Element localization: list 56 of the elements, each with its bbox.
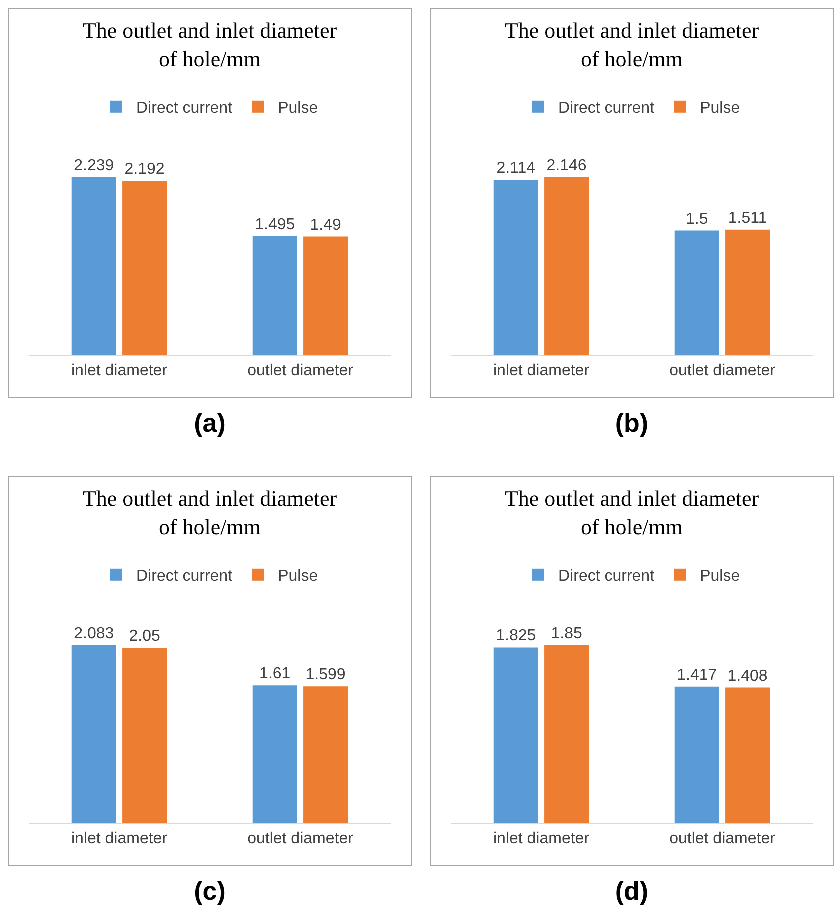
data-label: 1.825 xyxy=(496,628,536,645)
legend-label: Pulse xyxy=(278,568,318,586)
legend-label: Direct current xyxy=(136,100,234,118)
bar xyxy=(726,688,770,823)
bar xyxy=(72,177,116,355)
bar xyxy=(72,645,116,823)
data-label: 1.61 xyxy=(260,666,291,683)
x-tick-label: inlet diameter xyxy=(71,362,168,380)
chart-title: The outlet and inlet diameter of hole/mm xyxy=(82,486,338,540)
legend-label: Direct current xyxy=(558,568,656,586)
x-tick-label: outlet diameter xyxy=(670,362,776,380)
x-tick-label: outlet diameter xyxy=(248,830,354,848)
data-label: 1.85 xyxy=(551,625,582,642)
x-tick-label: outlet diameter xyxy=(670,830,776,848)
x-tick-label: inlet diameter xyxy=(493,362,590,380)
data-label: 1.511 xyxy=(728,210,768,227)
bar xyxy=(494,648,538,823)
text: (d) xyxy=(614,876,650,907)
text: (a) xyxy=(193,408,227,439)
text: (b) xyxy=(614,408,650,439)
chart-title: The outlet and inlet diameter of hole/mm xyxy=(504,18,760,72)
bar xyxy=(544,645,590,823)
legend-label: Pulse xyxy=(700,568,740,586)
bar xyxy=(252,686,298,823)
data-label: 2.114 xyxy=(496,160,536,177)
legend-label: Direct current xyxy=(558,100,656,118)
data-label: 1.495 xyxy=(255,216,296,234)
bar xyxy=(674,686,720,823)
data-label: 2.146 xyxy=(546,157,587,174)
legend-label: Direct current xyxy=(136,568,234,586)
data-label: 1.599 xyxy=(306,666,346,684)
data-label: 1.49 xyxy=(310,216,342,234)
data-label: 2.083 xyxy=(74,625,114,642)
bar xyxy=(726,230,770,355)
bar xyxy=(674,230,720,355)
bar xyxy=(304,236,348,355)
data-label: 2.192 xyxy=(124,161,165,178)
data-label: 2.239 xyxy=(74,157,114,174)
legend-label: Pulse xyxy=(700,100,740,118)
chart-title: The outlet and inlet diameter of hole/mm xyxy=(82,18,338,72)
bar xyxy=(252,236,298,355)
data-label: 1.5 xyxy=(686,210,708,228)
legend-label: Pulse xyxy=(278,100,318,118)
data-label: 1.408 xyxy=(728,668,768,685)
x-tick-label: outlet diameter xyxy=(248,362,354,380)
bar xyxy=(544,177,590,355)
x-tick-label: inlet diameter xyxy=(71,830,168,848)
x-tick-label: inlet diameter xyxy=(493,830,590,848)
data-label: 1.417 xyxy=(677,666,718,684)
bar xyxy=(122,181,168,355)
data-label: 2.05 xyxy=(129,628,160,646)
bar xyxy=(304,686,348,823)
bar xyxy=(122,648,168,823)
chart-title: The outlet and inlet diameter of hole/mm xyxy=(504,486,760,540)
text: (c) xyxy=(193,876,227,907)
bar xyxy=(494,180,538,355)
